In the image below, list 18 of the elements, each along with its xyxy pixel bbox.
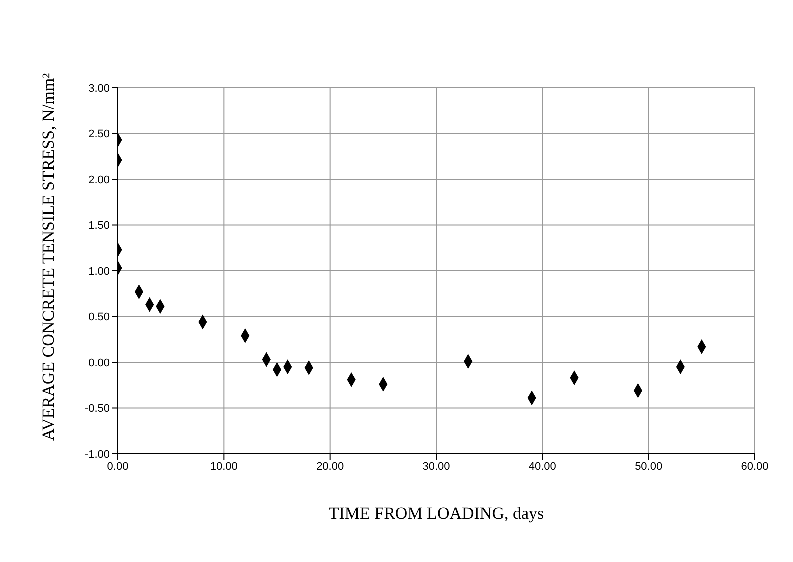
y-tick-label: 2.50	[88, 128, 110, 141]
y-tick-label: 0.50	[88, 312, 110, 324]
y-tick-label: -0.50	[84, 403, 110, 416]
y-tick-label: 1.00	[88, 266, 110, 278]
x-tick-label: 50.00	[635, 460, 663, 473]
x-tick-label: 20.00	[316, 460, 344, 473]
x-tick-label: 60.00	[741, 460, 769, 473]
y-tick-label: 2.00	[88, 174, 110, 186]
y-tick-label: 0.00	[88, 357, 110, 370]
y-tick-label: 3.00	[88, 82, 110, 95]
y-tick-label: -1.00	[84, 448, 110, 461]
x-tick-label: 0.00	[107, 460, 129, 473]
x-tick-label: 30.00	[422, 460, 450, 473]
x-axis-title: TIME FROM LOADING, days	[328, 504, 544, 523]
x-tick-label: 40.00	[528, 460, 556, 473]
y-tick-label: 1.50	[88, 220, 110, 232]
x-tick-label: 10.00	[210, 460, 238, 473]
y-axis-title: AVERAGE CONCRETE TENSILE STRESS, N/mm²	[39, 73, 58, 441]
